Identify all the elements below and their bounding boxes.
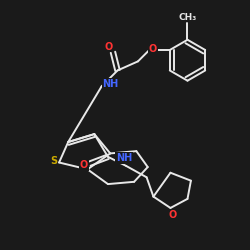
Text: O: O [148,44,157,54]
Text: CH₃: CH₃ [178,12,197,22]
Text: NH: NH [102,79,119,89]
Text: O: O [168,210,177,220]
Text: NH: NH [116,153,132,163]
Text: O: O [104,42,112,51]
Text: S: S [50,156,57,166]
Text: O: O [80,160,88,170]
